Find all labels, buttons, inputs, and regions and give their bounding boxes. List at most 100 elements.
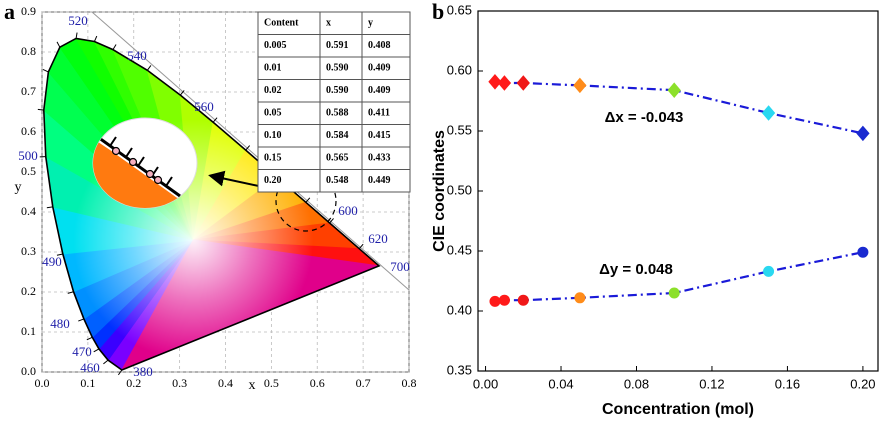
y-tick-label: 0.0: [21, 364, 36, 378]
x-tick-label: 0.8: [402, 376, 417, 390]
data-point: [497, 75, 512, 91]
locus-tick: [93, 348, 100, 353]
inset-point: [145, 169, 155, 179]
y-axis-label: CIE coordinates: [431, 130, 448, 252]
locus-tick: [56, 41, 61, 48]
y-tick-label: 0.65: [447, 2, 472, 17]
inset-point: [153, 175, 163, 185]
wavelength-label: 380: [133, 364, 153, 379]
data-point: [763, 265, 775, 277]
panel-label: b: [432, 0, 444, 24]
inset-tick: [125, 147, 133, 158]
locus-tick: [305, 197, 311, 203]
data-point: [856, 125, 870, 142]
data-point: [573, 77, 587, 94]
locus-tick: [75, 32, 78, 39]
wavelength-label: 700: [390, 259, 410, 274]
wavelength-label: 540: [127, 48, 147, 63]
y-tick-label: 0.8: [21, 44, 36, 58]
y-tick-label: 0.1: [21, 324, 36, 338]
zoom-region: [275, 170, 337, 232]
locus-tick: [78, 318, 85, 322]
wavelength-label: 560: [194, 99, 214, 114]
wavelength-label: 520: [68, 13, 88, 28]
x-tick-label: 0.00: [473, 376, 498, 391]
x-tick-label: 0.20: [850, 376, 875, 391]
x-tick-label: 0.3: [172, 376, 187, 390]
wavelength-label: 460: [80, 360, 100, 375]
diagonal-line: [91, 11, 410, 291]
locus-tick: [245, 145, 251, 151]
x-tick-label: 0.2: [126, 376, 141, 390]
panel-label: a: [4, 0, 15, 24]
x-tick-label: 0.6: [310, 376, 325, 390]
y-tick-label: 0.3: [21, 244, 36, 258]
data-point: [489, 295, 501, 307]
table-cell: 0.15: [264, 153, 282, 164]
x-tick-label: 0.0: [35, 376, 50, 390]
inset-tick: [165, 176, 173, 187]
y-tick-label: 0.2: [21, 284, 36, 298]
table-cell: 0.02: [264, 85, 282, 96]
table-cell: 0.449: [368, 175, 391, 186]
x-tick-label: 0.12: [699, 376, 724, 391]
table-cell: 0.590: [326, 85, 349, 96]
data-point: [517, 294, 529, 306]
table-cell: 0.005: [264, 40, 287, 51]
table-cell: 0.01: [264, 63, 282, 74]
data-point: [668, 287, 680, 299]
data-point: [498, 294, 510, 306]
data-point: [761, 105, 776, 121]
locus-tick: [86, 336, 93, 341]
x-axis-label: x: [249, 378, 256, 393]
table-cell: 0.20: [264, 175, 282, 186]
locus-tick: [179, 90, 185, 96]
inset-point: [128, 157, 138, 167]
y-tick-label: 0.7: [21, 84, 36, 98]
inset-tick: [137, 156, 145, 167]
panel-a: 0.0 0.1 0.2 0.3 0.4 0.5 0.6 0.7 0.8 0.0 0.1 0.2 0.3 0…: [4, 0, 417, 393]
x-tick-label: 0.4: [218, 376, 233, 390]
locus-tick: [117, 369, 123, 376]
x-tick-label: 0.08: [624, 376, 649, 391]
wavelength-label: 620: [368, 231, 388, 246]
locus-tick: [37, 108, 44, 111]
y-tick-label: 0.35: [447, 362, 472, 377]
wavelength-label: 480: [50, 316, 70, 331]
table-header: y: [368, 18, 373, 29]
locus-tick: [112, 44, 117, 50]
plot-frame: [477, 10, 879, 372]
locus-tick: [329, 218, 334, 224]
annotation: Δy = 0.048: [599, 261, 673, 278]
locus-tick: [56, 253, 63, 256]
wavelength-label: 470: [72, 344, 92, 359]
x-tick-label: 0.04: [548, 376, 573, 391]
annotation: Δx = -0.043: [605, 109, 684, 126]
data-point: [574, 292, 586, 304]
table-cell: 0.10: [264, 130, 282, 141]
locus-tick: [67, 291, 74, 294]
table-cell: 0.584: [326, 130, 349, 141]
table-cell: 0.409: [368, 63, 391, 74]
table-cell: 0.05: [264, 108, 282, 119]
inset-point: [111, 146, 121, 156]
locus-tick: [46, 206, 53, 209]
x-axis-label: Concentration (mol): [602, 401, 754, 418]
y-tick-label: 0.40: [447, 302, 472, 317]
data-point: [857, 246, 869, 258]
locus-tick: [212, 117, 218, 123]
y-tick-label: 0.9: [21, 4, 36, 18]
table-header: Content: [264, 18, 299, 29]
table-cell: 0.591: [326, 40, 349, 51]
data-point: [667, 82, 681, 98]
x-tick-label: 0.5: [264, 376, 279, 390]
y-tick-label: 0.45: [447, 242, 472, 257]
wavelength-label: 490: [42, 254, 62, 269]
locus-tick: [93, 35, 98, 42]
table-cell: 0.415: [368, 130, 391, 141]
wavelength-label: 600: [338, 203, 358, 218]
y-tick-label: 0.55: [447, 122, 472, 137]
y-tick-label: 0.5: [21, 164, 36, 178]
table-cell: 0.588: [326, 108, 349, 119]
